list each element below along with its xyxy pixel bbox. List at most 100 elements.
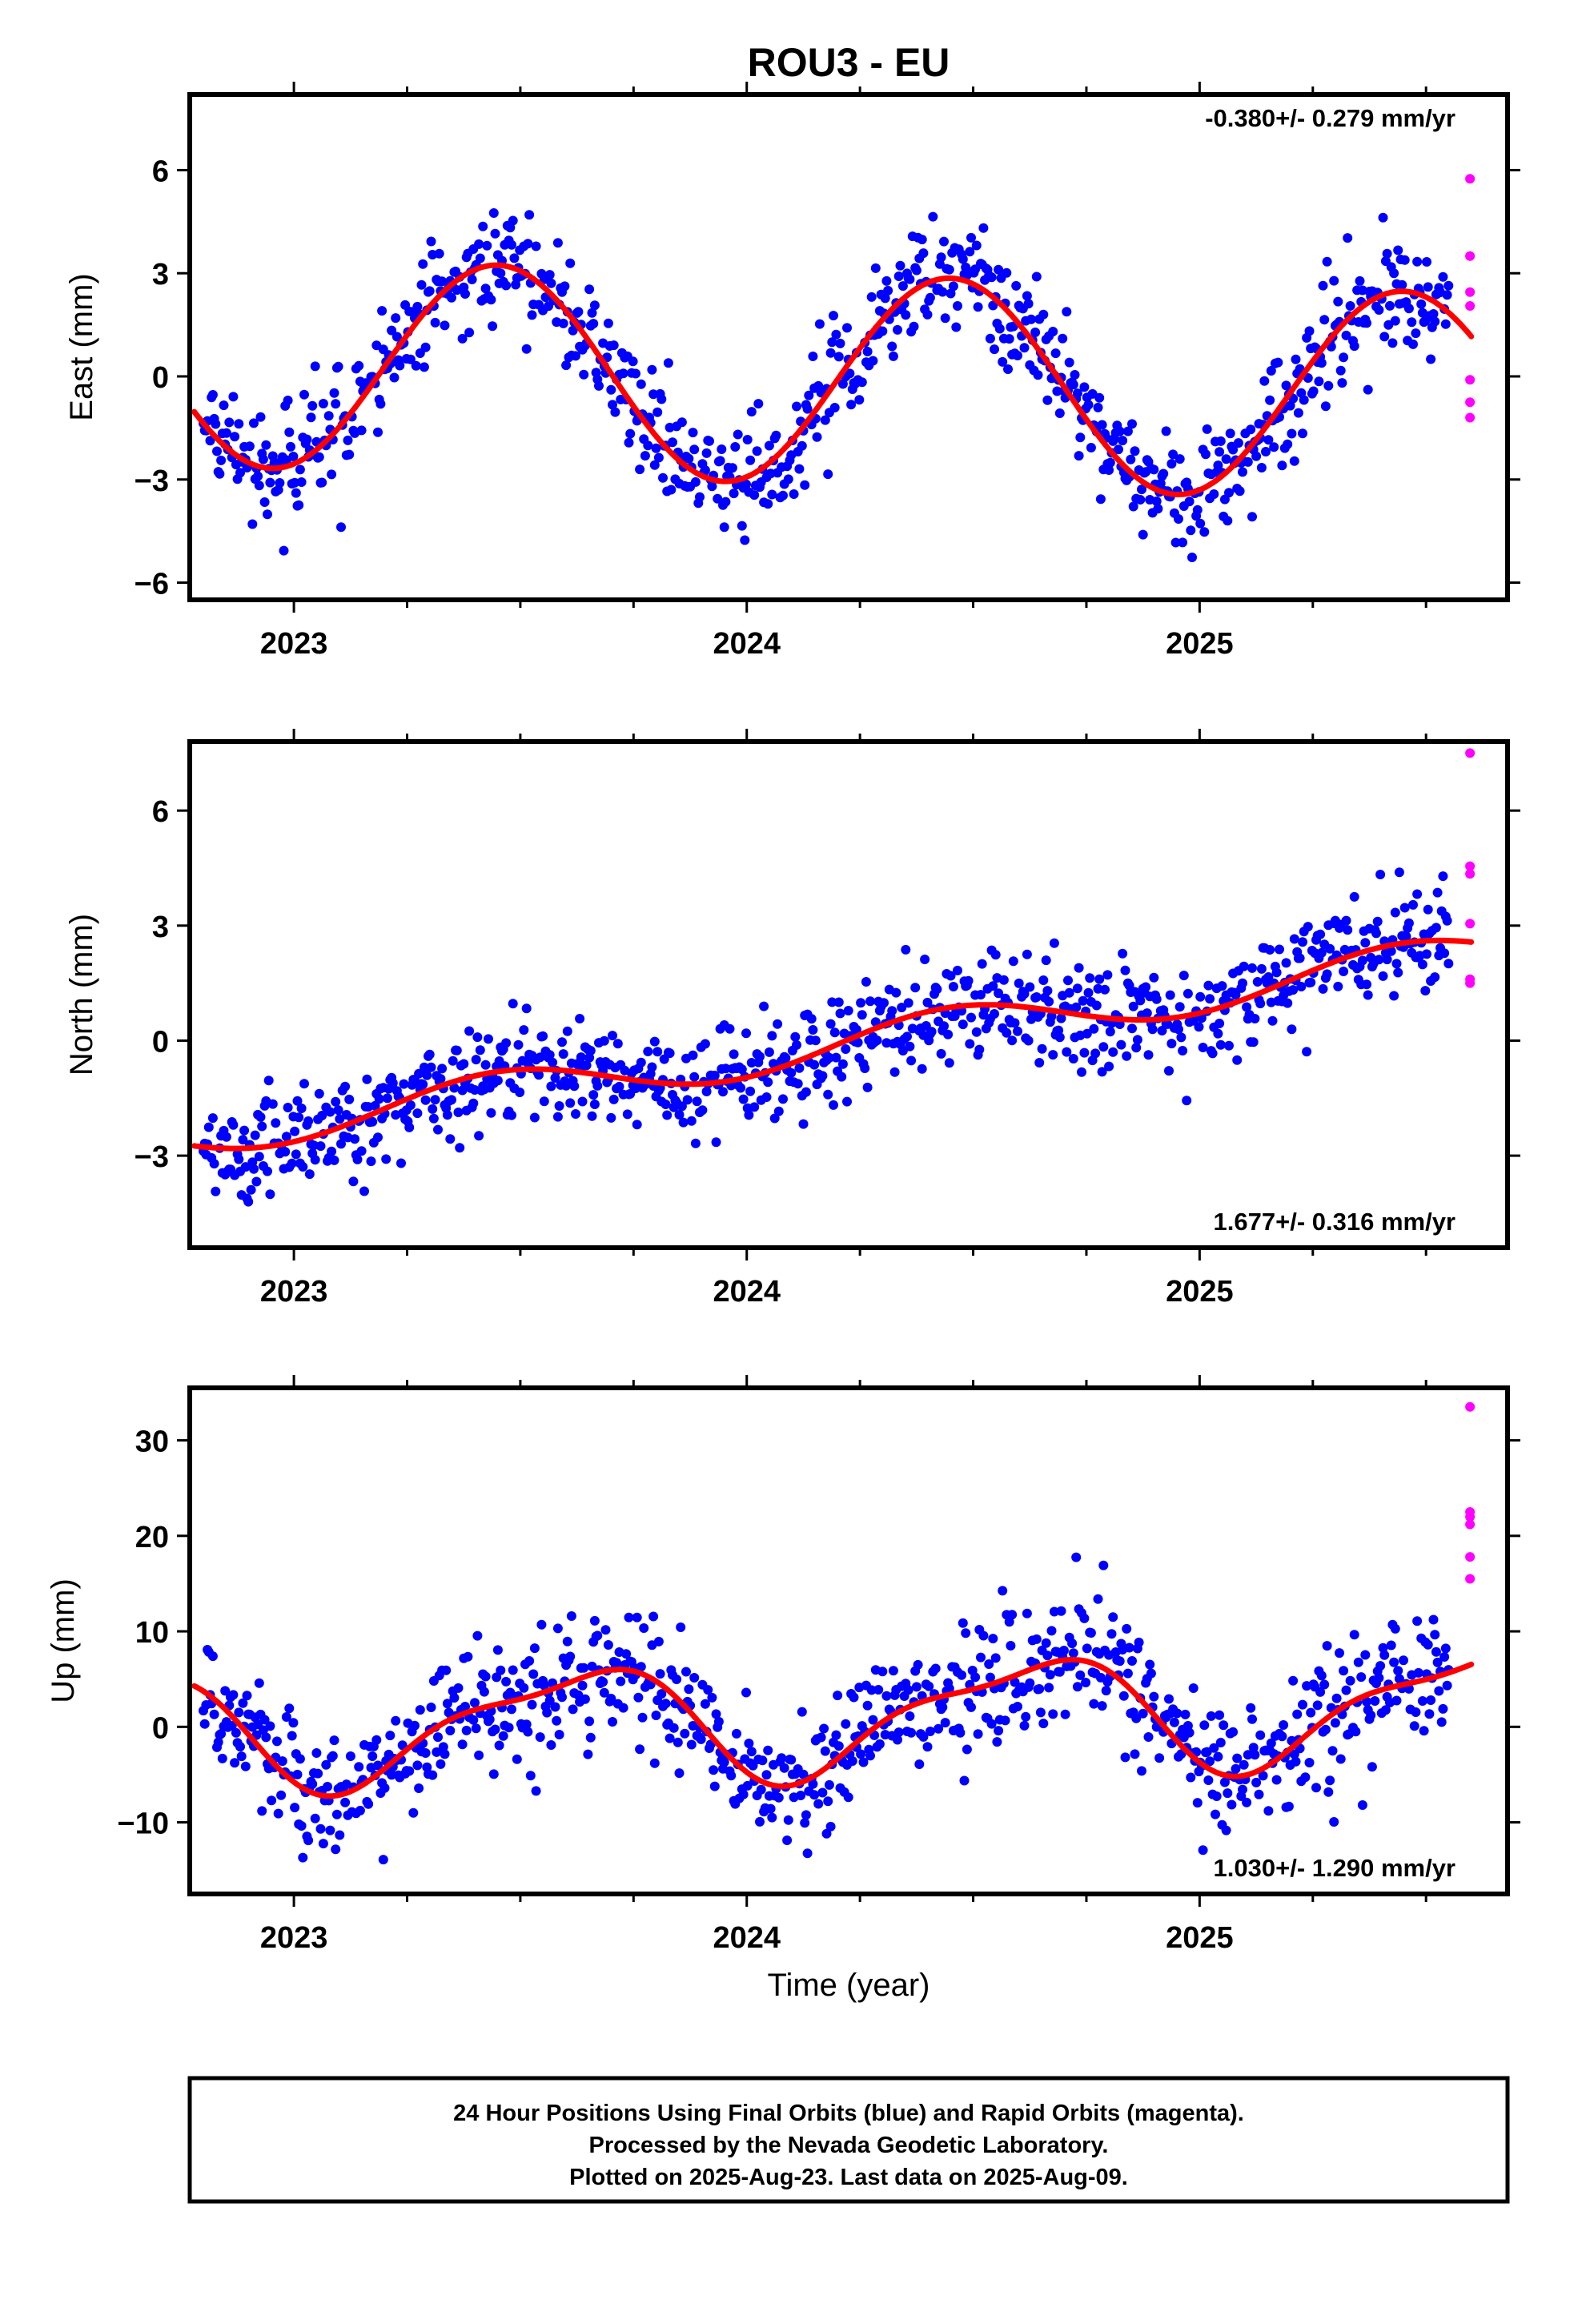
final-orbit-point — [1335, 1648, 1344, 1659]
final-orbit-point — [823, 469, 833, 480]
final-orbit-point — [1048, 327, 1058, 336]
final-orbit-point — [315, 1823, 326, 1834]
final-orbit-point — [486, 295, 496, 305]
final-orbit-point — [833, 1741, 844, 1751]
final-orbit-point — [726, 1771, 737, 1781]
final-orbit-point — [1025, 1678, 1035, 1688]
final-orbit-point — [327, 1146, 337, 1156]
final-orbit-point — [1339, 352, 1349, 363]
final-orbit-point — [538, 1031, 548, 1041]
final-orbit-point — [373, 1132, 383, 1143]
final-orbit-point — [410, 1720, 420, 1731]
final-orbit-point — [763, 1745, 773, 1755]
final-orbit-point — [608, 1094, 619, 1104]
final-orbit-point — [373, 1760, 383, 1771]
final-orbit-point — [1054, 1667, 1065, 1677]
final-orbit-point — [1306, 977, 1316, 987]
final-orbit-point — [1100, 984, 1110, 995]
final-orbit-point — [1417, 1696, 1427, 1706]
final-orbit-point — [966, 1012, 976, 1023]
final-orbit-point — [1385, 300, 1395, 311]
final-orbit-point — [1075, 1670, 1086, 1680]
up-panel: 2023 2024 2025 −10 0 10 20 30 Up (mm) 1.030+/- 1.… — [46, 1375, 1520, 1955]
final-orbit-point — [866, 1685, 877, 1695]
final-orbit-point — [888, 1666, 898, 1676]
final-orbit-point — [546, 1740, 556, 1750]
final-orbit-point — [344, 449, 355, 460]
final-orbit-point — [1182, 988, 1193, 999]
final-orbit-point — [1238, 978, 1247, 988]
final-orbit-point — [1261, 447, 1271, 456]
final-orbit-point — [897, 1003, 907, 1013]
final-orbit-point — [610, 407, 620, 417]
final-orbit-point — [1428, 1614, 1439, 1625]
final-orbit-point — [1411, 328, 1421, 339]
final-orbit-point — [472, 1630, 483, 1641]
final-orbit-point — [348, 1176, 359, 1187]
final-orbit-point — [234, 419, 244, 429]
final-orbit-point — [1037, 1043, 1047, 1054]
final-orbit-point — [1316, 947, 1327, 958]
final-orbit-point — [897, 281, 908, 292]
final-orbit-point — [917, 1063, 927, 1074]
final-orbit-point — [1360, 1650, 1371, 1660]
final-orbit-point — [263, 509, 272, 520]
final-orbit-point — [1341, 330, 1351, 340]
final-orbit-point — [442, 1110, 452, 1120]
final-orbit-point — [632, 1120, 642, 1130]
final-orbit-point — [1126, 454, 1136, 464]
final-orbit-point — [224, 417, 235, 428]
final-orbit-point — [824, 1779, 834, 1790]
final-orbit-point — [298, 1852, 308, 1863]
final-orbit-point — [1224, 1040, 1234, 1051]
final-orbit-point — [277, 1756, 287, 1767]
final-orbit-point — [1124, 1642, 1134, 1653]
final-orbit-point — [1165, 990, 1175, 1000]
rapid-orbit-point — [1465, 251, 1476, 261]
final-orbit-point — [994, 264, 1004, 275]
final-orbit-point — [928, 211, 938, 222]
final-orbit-point — [367, 1116, 378, 1127]
final-orbit-point — [1331, 1693, 1342, 1703]
final-orbit-point — [631, 368, 640, 379]
final-orbit-point — [994, 324, 1005, 334]
final-orbit-point — [688, 1050, 698, 1060]
final-orbit-point — [808, 352, 818, 361]
rapid-orbit-point — [1465, 1552, 1476, 1562]
final-orbit-point — [1363, 990, 1373, 1000]
final-orbit-point — [719, 1757, 729, 1767]
final-orbit-point — [922, 309, 933, 320]
final-orbit-point — [816, 1732, 826, 1743]
final-orbit-point — [1283, 1801, 1294, 1811]
final-orbit-point — [976, 990, 986, 1000]
final-orbit-point — [755, 1051, 765, 1062]
final-orbit-point — [887, 341, 897, 352]
final-orbit-point — [741, 479, 751, 489]
final-orbit-point — [263, 1166, 272, 1176]
final-orbit-point — [254, 1152, 264, 1162]
final-orbit-point — [801, 1810, 811, 1820]
final-orbit-point — [812, 432, 822, 442]
final-orbit-point — [419, 1062, 429, 1072]
final-orbit-point — [958, 1618, 968, 1628]
final-orbit-point — [243, 1196, 254, 1207]
final-orbit-point — [769, 1113, 780, 1124]
final-orbit-point — [471, 1055, 481, 1065]
final-orbit-point — [501, 1676, 512, 1687]
final-orbit-point — [331, 1096, 341, 1107]
final-orbit-point — [1127, 419, 1137, 429]
final-orbit-point — [881, 275, 892, 286]
final-orbit-point — [1247, 512, 1257, 522]
final-orbit-point — [1362, 979, 1371, 990]
final-orbit-point — [1188, 1683, 1199, 1693]
plot-frame — [187, 1385, 1510, 1896]
final-orbit-point — [404, 1122, 415, 1132]
final-orbit-point — [1049, 1606, 1059, 1617]
final-orbit-point — [865, 1751, 875, 1761]
final-orbit-point — [1101, 1686, 1111, 1696]
final-orbit-point — [786, 1068, 797, 1078]
rapid-orbit-point — [1465, 287, 1476, 297]
final-orbit-point — [909, 321, 919, 332]
final-orbit-point — [990, 1009, 999, 1019]
final-orbit-point — [1128, 501, 1138, 512]
